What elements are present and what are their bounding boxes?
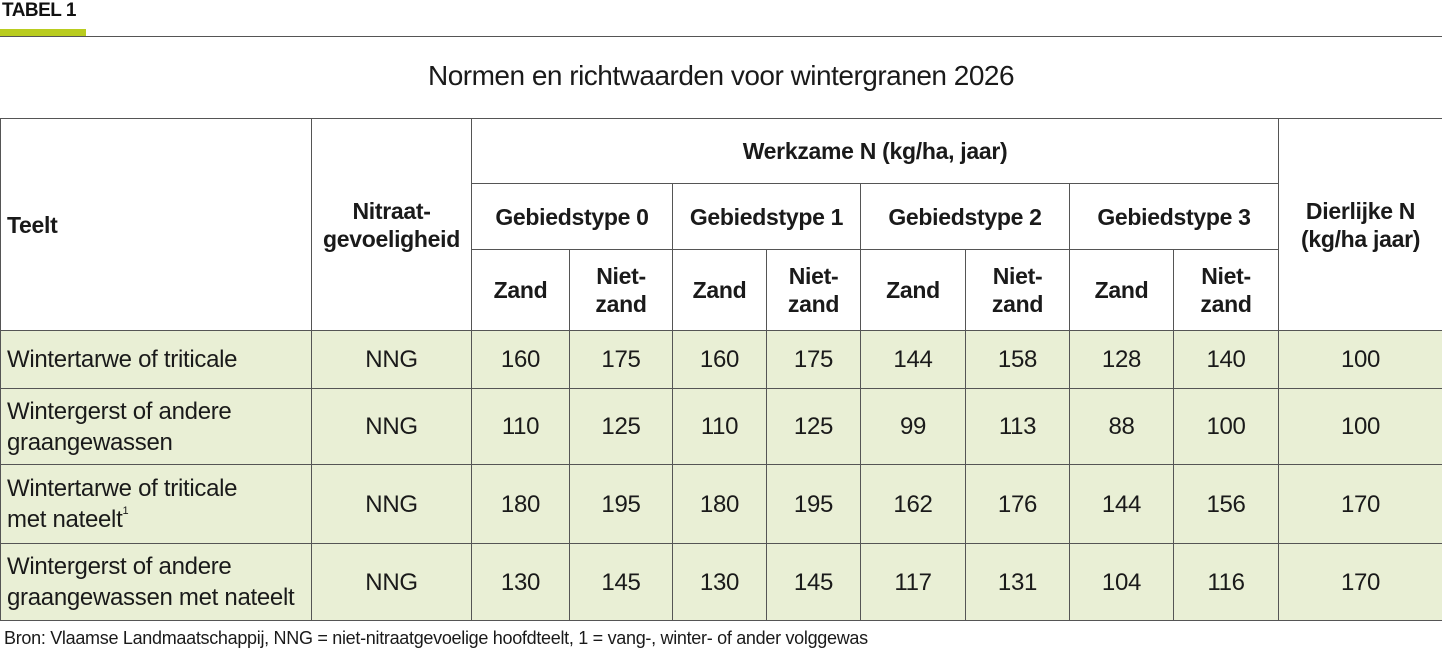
value-cell: 180: [471, 464, 570, 544]
value-cell: 195: [766, 464, 861, 544]
source-note: Bron: Vlaamse Landmaatschappij, NNG = ni…: [4, 628, 868, 648]
header-zand: Zand: [860, 249, 966, 331]
value-cell: 162: [860, 464, 966, 544]
crop-name: Wintertarwe of triticale met nateelt: [7, 475, 238, 533]
header-niet-zand-text: Niet- zand: [1200, 263, 1252, 317]
value-cell: 175: [766, 330, 861, 389]
value-cell: 176: [965, 464, 1070, 544]
header-gebiedstype-2: Gebiedstype 2: [860, 183, 1070, 250]
header-dierlijke-n: Dierlijke N (kg/ha jaar): [1278, 118, 1442, 331]
value-cell: 144: [860, 330, 966, 389]
value-cell: 156: [1172, 464, 1280, 544]
crop-name: Wintergerst of andere graangewassen: [7, 397, 232, 456]
nitraat-cell: NNG: [311, 464, 472, 544]
header-niet-zand-text: Niet- zand: [787, 263, 840, 317]
value-cell: 125: [766, 388, 861, 465]
nitraat-cell: NNG: [311, 330, 472, 389]
header-niet-zand-text: Niet- zand: [595, 263, 647, 317]
value-cell: 125: [569, 388, 673, 465]
header-teelt: Teelt: [0, 118, 312, 331]
header-zand: Zand: [471, 249, 570, 331]
crop-cell: Wintergerst of andere graangewassen met …: [0, 543, 312, 621]
value-cell: 110: [471, 388, 570, 465]
value-cell: 88: [1069, 388, 1174, 465]
header-gebiedstype-3: Gebiedstype 3: [1068, 183, 1280, 250]
header-niet-zand: Niet- zand: [1172, 249, 1280, 331]
dierlijke-cell: 170: [1278, 543, 1442, 621]
header-zand: Zand: [1069, 249, 1174, 331]
header-dierlijke-text: Dierlijke N (kg/ha jaar): [1300, 197, 1421, 252]
nitraat-cell: NNG: [311, 388, 472, 465]
header-zand: Zand: [672, 249, 767, 331]
dierlijke-cell: 170: [1278, 464, 1442, 544]
value-cell: 144: [1069, 464, 1174, 544]
value-cell: 160: [471, 330, 570, 389]
top-rule: [0, 36, 1442, 37]
value-cell: 130: [471, 543, 570, 621]
value-cell: 113: [965, 388, 1070, 465]
value-cell: 145: [569, 543, 673, 621]
table-row: Wintertarwe of triticale met nateelt1 NN…: [0, 464, 1442, 544]
value-cell: 128: [1069, 330, 1174, 389]
header-niet-zand: Niet- zand: [766, 249, 861, 331]
header-gebiedstype-1: Gebiedstype 1: [672, 183, 861, 250]
norms-table: Teelt Nitraat- gevoeligheid Werkzame N (…: [0, 118, 1442, 621]
header-gebiedstype-0: Gebiedstype 0: [471, 183, 673, 250]
crop-cell: Wintergerst of andere graangewassen: [0, 388, 312, 465]
value-cell: 99: [860, 388, 966, 465]
value-cell: 116: [1172, 543, 1280, 621]
dierlijke-cell: 100: [1278, 388, 1442, 465]
header-nitraat-text: Nitraat- gevoeligheid: [323, 197, 460, 252]
header-niet-zand: Niet- zand: [965, 249, 1070, 331]
table-title: Normen en richtwaarden voor wintergranen…: [427, 60, 1015, 91]
table-label: TABEL 1: [2, 0, 76, 21]
table-row: Wintergerst of andere graangewassen NNG …: [0, 388, 1442, 465]
value-cell: 130: [672, 543, 767, 621]
value-cell: 104: [1069, 543, 1174, 621]
value-cell: 145: [766, 543, 861, 621]
dierlijke-cell: 100: [1278, 330, 1442, 389]
table-row: Wintertarwe of triticale NNG 160 175 160…: [0, 330, 1442, 389]
label-accent-bar: [0, 29, 86, 37]
header-werkzame-n: Werkzame N (kg/ha, jaar): [470, 118, 1280, 184]
value-cell: 110: [672, 388, 767, 465]
header-niet-zand: Niet- zand: [569, 249, 673, 331]
crop-name: Wintergerst of andere graangewassen met …: [7, 553, 295, 611]
header-nitraatgevoeligheid: Nitraat- gevoeligheid: [311, 118, 472, 331]
table-row: Wintergerst of andere graangewassen met …: [0, 543, 1442, 621]
footnote-marker: 1: [122, 505, 129, 517]
value-cell: 160: [672, 330, 767, 389]
value-cell: 158: [965, 330, 1070, 389]
crop-name: Wintertarwe of triticale: [7, 346, 238, 373]
crop-cell: Wintertarwe of triticale: [0, 330, 312, 389]
value-cell: 175: [569, 330, 673, 389]
value-cell: 180: [672, 464, 767, 544]
nitraat-cell: NNG: [311, 543, 472, 621]
value-cell: 195: [569, 464, 673, 544]
value-cell: 117: [860, 543, 966, 621]
crop-cell: Wintertarwe of triticale met nateelt1: [0, 464, 312, 544]
value-cell: 131: [965, 543, 1070, 621]
value-cell: 140: [1172, 330, 1280, 389]
value-cell: 100: [1172, 388, 1280, 465]
header-niet-zand-text: Niet- zand: [991, 263, 1044, 317]
